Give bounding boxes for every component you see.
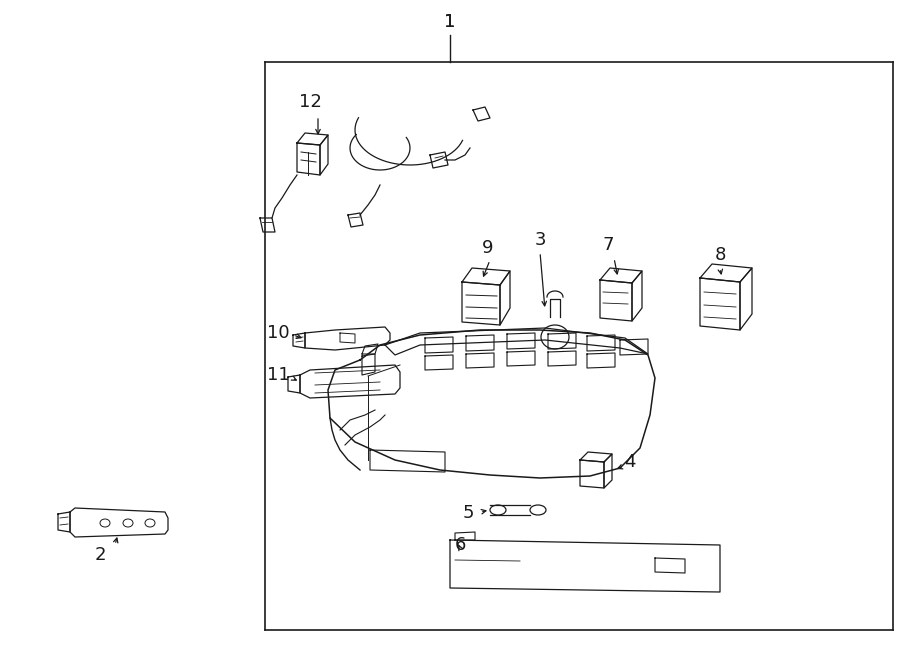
Text: 4: 4 xyxy=(625,453,635,471)
Text: 3: 3 xyxy=(535,231,545,249)
Text: 2: 2 xyxy=(94,546,106,564)
Text: 5: 5 xyxy=(463,504,473,522)
Text: 10: 10 xyxy=(266,324,289,342)
Text: 9: 9 xyxy=(482,239,494,257)
Text: 6: 6 xyxy=(454,536,465,554)
Text: 11: 11 xyxy=(266,366,290,384)
Text: 1: 1 xyxy=(445,13,455,31)
Text: 7: 7 xyxy=(602,236,614,254)
Text: 12: 12 xyxy=(299,93,321,111)
Text: 1: 1 xyxy=(445,13,455,31)
Text: 8: 8 xyxy=(715,246,725,264)
